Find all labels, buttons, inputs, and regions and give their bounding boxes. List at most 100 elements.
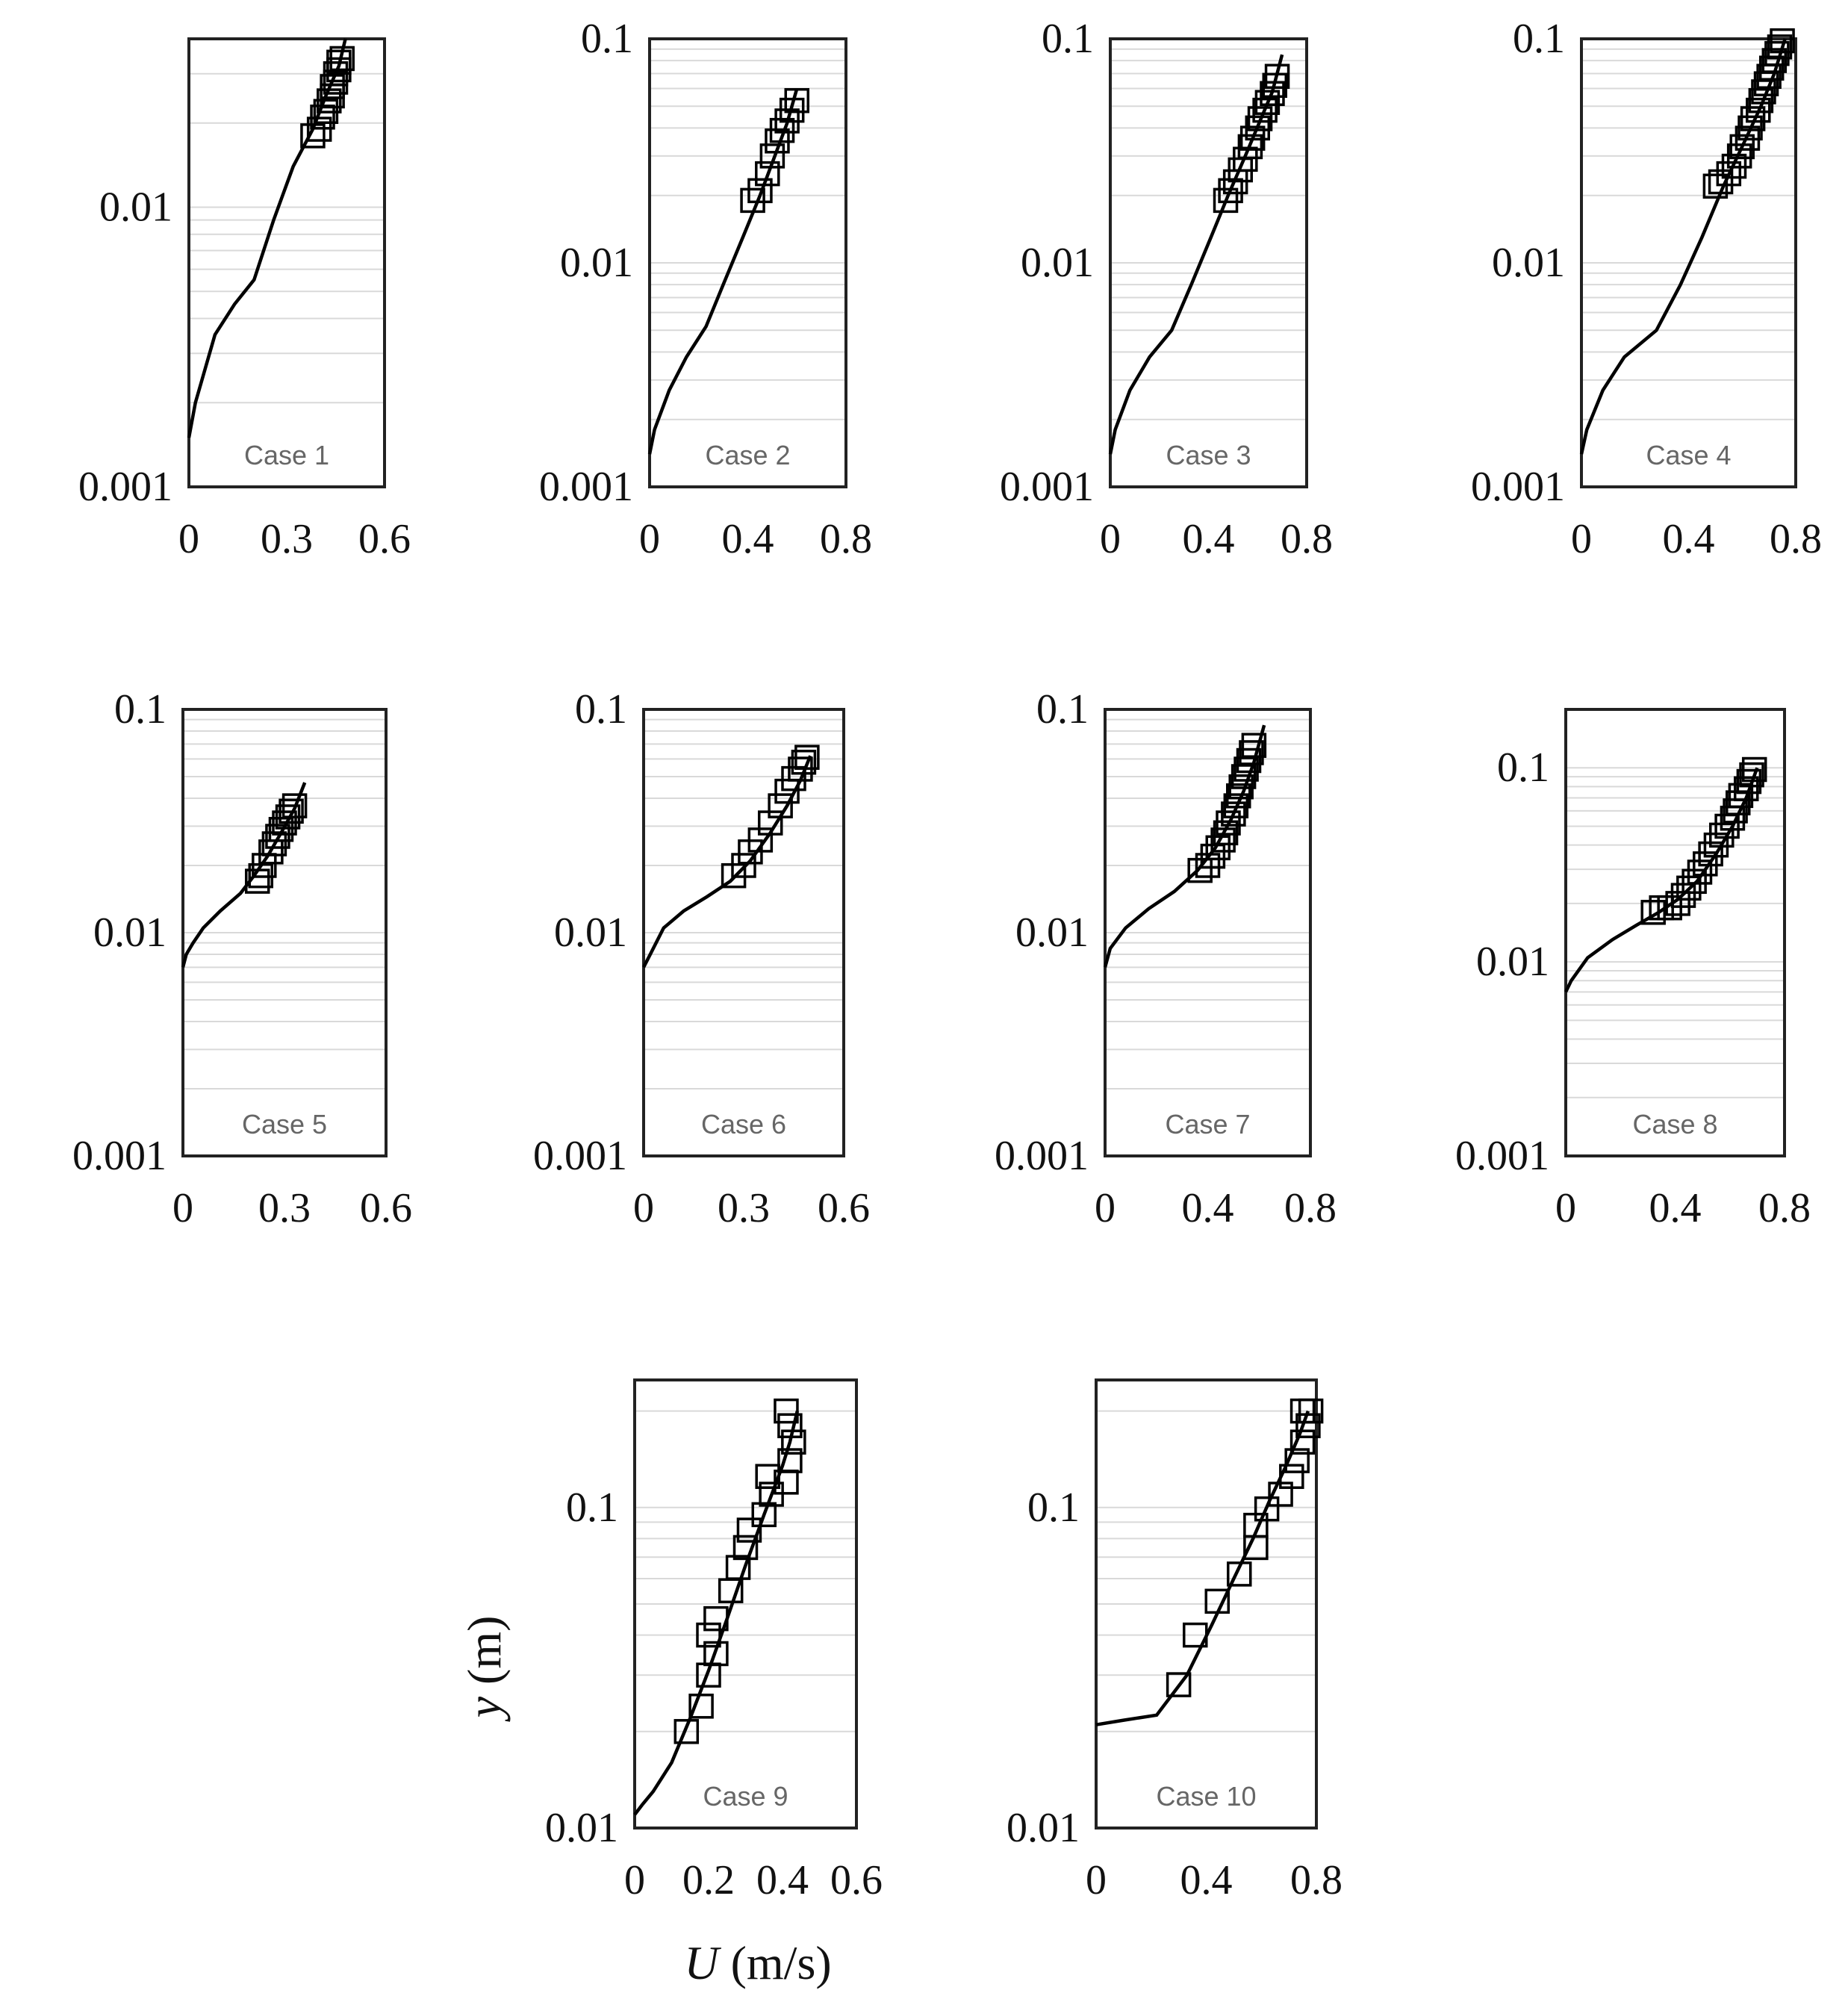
measurement-marker bbox=[1239, 740, 1264, 765]
chart-panel-8: 0.001 0.01 0.1 0 0.4 0.8 Case 8 bbox=[1455, 708, 1811, 1231]
measurement-marker bbox=[244, 868, 270, 894]
measurement-marker bbox=[1767, 34, 1793, 60]
plot-frame bbox=[633, 1378, 858, 1830]
measurement-marker bbox=[759, 143, 785, 169]
measurement-marker bbox=[279, 798, 304, 824]
y-tick-label: 0.01 bbox=[93, 910, 167, 956]
y-tick-label: 0.1 bbox=[575, 686, 627, 733]
x-tick-label: 0.3 bbox=[718, 1185, 770, 1231]
chart-panel-1: 0.001 0.01 0 0.3 0.6 Case 1 bbox=[78, 37, 411, 562]
y-tick-label: 0.001 bbox=[1455, 1133, 1549, 1179]
measurement-marker bbox=[703, 1641, 729, 1667]
x-tick-label: 0 bbox=[639, 516, 660, 562]
measurement-marker bbox=[1761, 48, 1788, 73]
measurement-marker bbox=[317, 88, 342, 114]
simulation-curve bbox=[633, 1411, 799, 1816]
panel-label: Case 7 bbox=[1165, 1109, 1250, 1140]
chart-panel-10: 0.01 0.1 0 0.4 0.8 Case 10 bbox=[1007, 1378, 1343, 1903]
y-tick-label: 0.001 bbox=[1471, 464, 1565, 510]
y-tick-label: 0.001 bbox=[78, 464, 172, 510]
measurement-marker bbox=[736, 1517, 762, 1543]
plot-frame bbox=[181, 708, 388, 1157]
y-tick-label: 0.01 bbox=[545, 1805, 618, 1851]
measurement-marker bbox=[1264, 63, 1290, 89]
panel-label: Case 8 bbox=[1632, 1109, 1717, 1140]
measurement-marker bbox=[777, 1448, 803, 1473]
x-tick-label: 0.8 bbox=[1758, 1185, 1811, 1231]
y-tick-label: 0.01 bbox=[1476, 939, 1549, 985]
measurement-marker bbox=[1254, 1496, 1280, 1522]
measurement-marker bbox=[1748, 87, 1774, 114]
chart-panel-9: 0.01 0.1 0 0.2 0.4 0.6 Case 9 bbox=[545, 1378, 883, 1903]
x-tick-label: 0 bbox=[1086, 1857, 1107, 1903]
chart-panel-6: 0.001 0.01 0.1 0 0.3 0.6 Case 6 bbox=[533, 686, 870, 1231]
measurement-marker bbox=[703, 1605, 729, 1632]
x-tick-label: 0.3 bbox=[261, 516, 313, 562]
x-tick-label: 0.4 bbox=[1183, 516, 1235, 562]
measurement-marker bbox=[740, 187, 765, 214]
measurement-marker bbox=[1298, 1398, 1324, 1424]
y-axis-label: y (m) bbox=[458, 1616, 511, 1723]
measurement-marker bbox=[1770, 28, 1795, 54]
plot-frame bbox=[1580, 37, 1797, 488]
x-tick-label: 0.4 bbox=[1649, 1185, 1702, 1231]
x-tick-label: 0.3 bbox=[258, 1185, 311, 1231]
measurement-marker bbox=[1213, 187, 1239, 214]
measurement-marker bbox=[696, 1622, 721, 1648]
x-tick-label: 0 bbox=[624, 1857, 645, 1903]
measurement-marker bbox=[1289, 1429, 1316, 1455]
measurement-marker bbox=[1746, 97, 1771, 123]
simulation-curve bbox=[647, 87, 799, 455]
y-tick-label: 0.01 bbox=[554, 910, 627, 956]
chart-panel-5: 0.001 0.01 0.1 0 0.3 0.6 Case 5 bbox=[72, 686, 412, 1231]
measurement-marker bbox=[791, 749, 817, 775]
measurement-marker bbox=[1205, 835, 1231, 861]
measurement-marker bbox=[1237, 134, 1263, 160]
panel-label: Case 10 bbox=[1156, 1781, 1256, 1812]
measurement-marker bbox=[1233, 756, 1259, 782]
measurement-marker bbox=[281, 793, 308, 818]
y-tick-label: 0.1 bbox=[1036, 686, 1089, 733]
measurement-marker bbox=[1726, 143, 1752, 169]
y-tick-label: 0.01 bbox=[99, 184, 172, 230]
measurement-marker bbox=[1226, 783, 1251, 809]
measurement-marker bbox=[755, 1464, 780, 1489]
chart-panel-4: 0.001 0.01 0.1 0 0.4 0.8 Case 4 bbox=[1471, 16, 1822, 562]
measurement-marker bbox=[329, 46, 355, 72]
measurement-marker bbox=[1241, 733, 1267, 758]
measurement-marker bbox=[731, 853, 756, 878]
panel-label: Case 6 bbox=[701, 1109, 786, 1140]
y-tick-label: 0.1 bbox=[1042, 16, 1094, 62]
x-tick-label: 0.8 bbox=[820, 516, 872, 562]
x-tick-label: 0.6 bbox=[360, 1185, 412, 1231]
measurement-marker bbox=[784, 87, 809, 114]
measurement-marker bbox=[725, 1555, 751, 1580]
measurement-marker bbox=[774, 1398, 799, 1424]
plot-frame bbox=[642, 708, 845, 1157]
chart-panel-3: 0.001 0.01 0.1 0 0.4 0.8 Case 3 bbox=[1000, 16, 1333, 562]
measurement-marker bbox=[1233, 146, 1258, 172]
x-tick-label: 0 bbox=[178, 516, 199, 562]
y-tick-label: 0.1 bbox=[566, 1485, 618, 1531]
x-tick-label: 0 bbox=[1095, 1185, 1116, 1231]
measurement-marker bbox=[1236, 747, 1262, 774]
x-tick-label: 0.8 bbox=[1281, 516, 1333, 562]
measurement-marker bbox=[774, 778, 800, 804]
y-tick-label: 0.001 bbox=[995, 1133, 1089, 1179]
measurement-marker bbox=[1740, 106, 1766, 131]
measurement-marker bbox=[1254, 90, 1281, 115]
measurement-marker bbox=[1262, 72, 1288, 99]
x-tick-label: 0.4 bbox=[1663, 516, 1715, 562]
y-tick-label: 0.1 bbox=[1027, 1485, 1080, 1531]
x-tick-label: 0.2 bbox=[682, 1857, 735, 1903]
measurement-marker bbox=[300, 123, 326, 149]
measurement-marker bbox=[1295, 1413, 1321, 1438]
measurement-marker bbox=[1227, 1561, 1252, 1587]
measurement-marker bbox=[1737, 115, 1763, 141]
y-tick-label: 0.1 bbox=[1513, 16, 1565, 62]
y-tick-label: 0.01 bbox=[1492, 240, 1565, 286]
measurement-marker bbox=[1708, 169, 1734, 195]
y-tick-label: 0.1 bbox=[581, 16, 633, 62]
measurement-marker bbox=[1260, 81, 1285, 106]
measurement-marker bbox=[1221, 801, 1246, 827]
